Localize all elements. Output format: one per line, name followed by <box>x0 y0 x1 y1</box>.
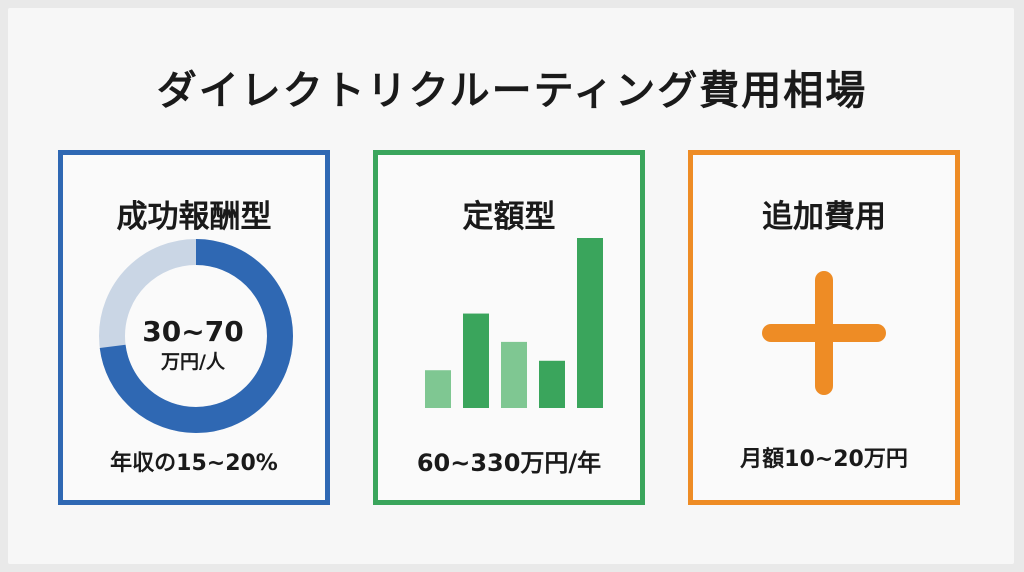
bar-chart-icon <box>425 238 603 408</box>
bar-2 <box>463 313 489 408</box>
page-title: ダイレクトリクルーティング費用相場 <box>156 68 868 114</box>
bar-1 <box>425 370 451 408</box>
card-footer: 年収の15~20% <box>110 451 278 476</box>
donut-progress-arc <box>99 239 293 433</box>
card-fixed-fee: 定額型 60~330万円/年 <box>373 150 645 505</box>
card-title: 追加費用 <box>762 199 886 235</box>
bar-4 <box>539 360 565 408</box>
card-success-fee: 成功報酬型 30~70 万円/人 年収の15~20% <box>58 150 330 505</box>
card-footer: 60~330万円/年 <box>416 449 602 477</box>
card-title: 定額型 <box>462 199 556 235</box>
bar-5 <box>577 238 603 408</box>
card-title: 成功報酬型 <box>116 199 272 235</box>
bar-3 <box>501 341 527 408</box>
fee-range-value: 30~70 <box>142 315 244 348</box>
donut-center-label: 30~70 万円/人 <box>103 315 283 375</box>
card-footer: 月額10~20万円 <box>740 447 908 472</box>
plus-icon <box>762 271 886 395</box>
donut-chart <box>99 239 293 433</box>
card-additional-cost: 追加費用 月額10~20万円 <box>688 150 960 505</box>
fee-range-unit: 万円/人 <box>161 351 225 373</box>
